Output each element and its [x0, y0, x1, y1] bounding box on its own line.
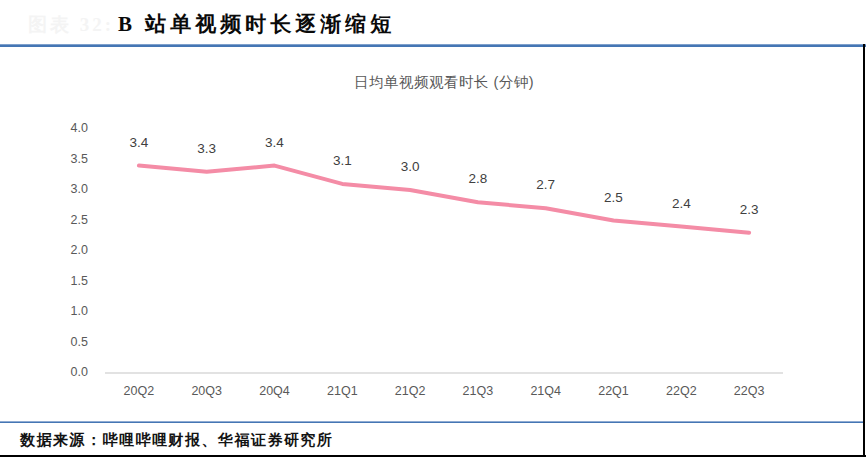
x-axis-category-label: 21Q1	[308, 384, 376, 398]
x-axis-category-label: 22Q2	[647, 384, 715, 398]
data-source-note: 数据来源：哔哩哔哩财报、华福证券研究所	[20, 431, 334, 450]
report-figure-page: 图表 32: B 站单视频时长逐渐缩短 日均单视频观看时长 (分钟) 0.00.…	[0, 0, 866, 462]
y-axis-tick-label: 2.5	[40, 213, 88, 227]
y-axis-tick-label: 0.0	[40, 365, 88, 379]
x-axis-category-label: 20Q3	[173, 384, 241, 398]
x-axis-category-label: 20Q2	[105, 384, 173, 398]
y-axis-tick-label: 4.0	[40, 121, 88, 135]
page-bottom-border	[0, 455, 866, 457]
y-axis-tick-label: 0.5	[40, 335, 88, 349]
x-axis-category-label: 20Q4	[241, 384, 309, 398]
y-axis-tick-label: 3.0	[40, 182, 88, 196]
y-axis-tick-label: 1.0	[40, 304, 88, 318]
x-axis-category-label: 22Q1	[580, 384, 648, 398]
x-axis-category-label: 21Q3	[444, 384, 512, 398]
x-axis-category-label: 22Q3	[715, 384, 783, 398]
data-point-label: 3.3	[177, 141, 237, 156]
data-point-label: 2.4	[651, 196, 711, 211]
x-axis-category-label: 21Q4	[512, 384, 580, 398]
data-point-label: 3.0	[380, 159, 440, 174]
data-point-label: 3.4	[109, 135, 169, 150]
x-axis-category-label: 21Q2	[376, 384, 444, 398]
footer-divider-line	[0, 421, 863, 423]
y-axis-tick-label: 3.5	[40, 152, 88, 166]
y-axis-tick-label: 1.5	[40, 274, 88, 288]
data-point-label: 2.3	[719, 202, 779, 217]
page-right-border	[863, 44, 865, 457]
data-point-label: 3.1	[312, 153, 372, 168]
data-point-label: 2.8	[448, 171, 508, 186]
data-point-label: 2.5	[584, 190, 644, 205]
data-point-label: 3.4	[245, 135, 305, 150]
y-axis-tick-label: 2.0	[40, 243, 88, 257]
data-point-label: 2.7	[516, 177, 576, 192]
